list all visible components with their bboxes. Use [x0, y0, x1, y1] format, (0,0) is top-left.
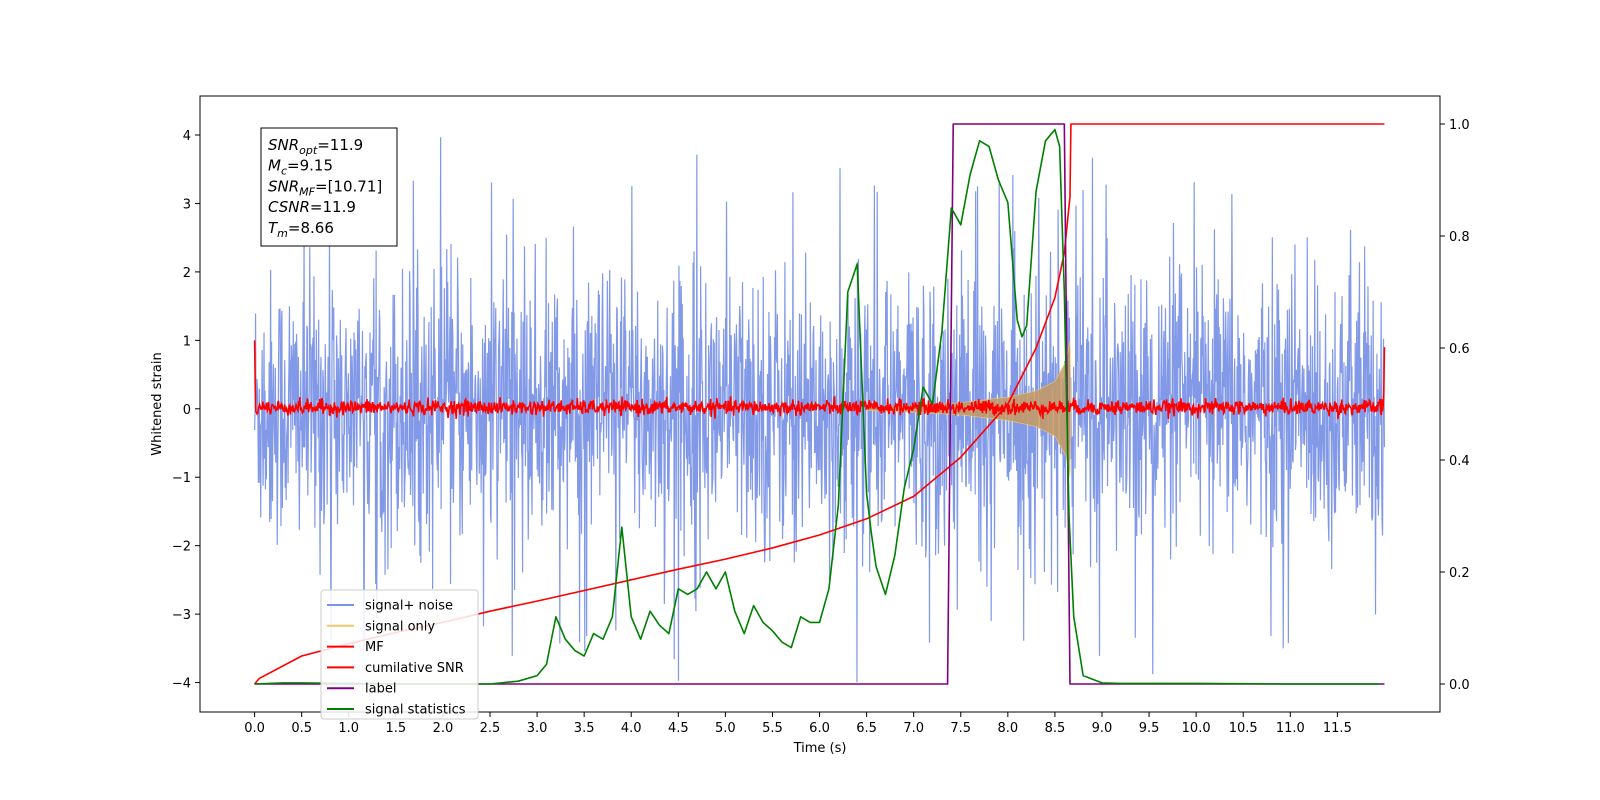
- legend: signal+ noise signal only MF cumilative SNR…: [320, 589, 479, 720]
- legend-label: signal statistics: [365, 703, 466, 718]
- annotation-value: =11.9: [310, 198, 356, 216]
- legend-label: cumilative SNR: [365, 661, 464, 676]
- y-right-tick-label: 0.2: [1449, 566, 1470, 581]
- y-right-tick-label: 1.0: [1449, 118, 1470, 133]
- annotation-line: SNRMF=[10.71]: [268, 177, 382, 198]
- legend-label: MF: [365, 640, 384, 655]
- x-tick-label: 5.0: [715, 721, 736, 736]
- x-tick-label: 7.0: [903, 721, 924, 736]
- x-tick-label: 10.5: [1229, 721, 1258, 736]
- x-tick-label: 5.5: [762, 721, 783, 736]
- annotation-line: CSNR=11.9: [268, 198, 356, 216]
- y-right-tick-label: 0.6: [1449, 342, 1470, 357]
- annotation-line: Tm=8.66: [268, 219, 334, 240]
- y-left-tick-label: 3: [183, 197, 191, 212]
- x-tick-label: 6.0: [809, 721, 830, 736]
- annotation-frame: [260, 127, 398, 247]
- y-left-tick-label: 2: [183, 266, 191, 281]
- annotation-subscript: MF: [299, 185, 315, 198]
- series-mf-line: [253, 340, 1386, 420]
- y-axis-right: 1.0 0.8 0.6 0.4 0.2 0.0: [1440, 118, 1470, 693]
- annotation-symbol: SNR: [268, 177, 299, 195]
- y-left-tick-label: −1: [172, 471, 191, 486]
- annotation-subscript: m: [277, 227, 288, 240]
- x-tick-label: 3.0: [527, 721, 548, 736]
- annotation-value: =9.15: [287, 157, 333, 175]
- y-left-tick-label: −4: [172, 677, 191, 692]
- x-tick-label: 7.5: [950, 721, 971, 736]
- x-tick-label: 2.0: [433, 721, 454, 736]
- annotation-subscript: c: [281, 165, 287, 178]
- annotation-value: =[10.71]: [315, 177, 382, 195]
- legend-frame: [320, 589, 479, 720]
- legend-label: signal+ noise: [365, 599, 453, 614]
- x-tick-label: 8.5: [1045, 721, 1066, 736]
- x-tick-label: 9.5: [1139, 721, 1160, 736]
- legend-label: label: [365, 682, 396, 697]
- x-tick-label: 0.5: [291, 721, 312, 736]
- y-left-tick-label: 4: [183, 129, 191, 144]
- x-tick-label: 8.0: [997, 721, 1018, 736]
- annotation-line: Mc=9.15: [268, 157, 333, 178]
- series-signal-statistics-line: [254, 128, 1380, 685]
- x-tick-label: 4.0: [621, 721, 642, 736]
- x-tick-label: 11.5: [1323, 721, 1352, 736]
- annotation-subscript: opt: [299, 144, 318, 157]
- annotation-value: =8.66: [288, 219, 334, 237]
- x-tick-label: 10.0: [1182, 721, 1211, 736]
- x-tick-label: 1.0: [338, 721, 359, 736]
- x-tick-label: 1.5: [385, 721, 406, 736]
- annotation-line: SNRopt=11.9: [268, 136, 363, 157]
- annotation-symbol: SNR: [268, 136, 299, 154]
- x-tick-label: 0.0: [244, 721, 265, 736]
- y-right-tick-label: 0.8: [1449, 230, 1470, 245]
- y-axis-left: 4 3 2 1 0 −1 −2 −3 −4: [172, 129, 200, 692]
- y-left-tick-label: 1: [183, 334, 191, 349]
- y-left-tick-label: 0: [183, 403, 191, 418]
- legend-label: signal only: [365, 619, 435, 634]
- y-left-tick-label: −2: [172, 540, 191, 555]
- y-axis-label: Whitened strain: [150, 352, 165, 455]
- y-right-tick-label: 0.4: [1449, 454, 1470, 469]
- x-axis: 0.0 0.5 1.0 1.5 2.0 2.5 3.0 3.5 4.0 4.5 5.0 5.5 6.0 6…: [244, 712, 1352, 736]
- x-tick-label: 2.5: [480, 721, 501, 736]
- y-left-tick-label: −3: [172, 608, 191, 623]
- annotation-symbol: T: [268, 219, 279, 237]
- annotation-symbol: M: [268, 157, 281, 175]
- x-tick-label: 3.5: [574, 721, 595, 736]
- x-tick-label: 9.0: [1092, 721, 1113, 736]
- x-tick-label: 4.5: [668, 721, 689, 736]
- annotation-value: =11.9: [317, 136, 363, 154]
- x-axis-label: Time (s): [793, 741, 847, 756]
- x-tick-label: 11.0: [1276, 721, 1305, 736]
- x-tick-label: 6.5: [856, 721, 877, 736]
- y-right-tick-label: 0.0: [1449, 678, 1470, 693]
- annotation-symbol: CSNR: [268, 198, 310, 216]
- annotation-box: SNRopt=11.9Mc=9.15SNRMF=[10.71]CSNR=11.9…: [260, 127, 398, 247]
